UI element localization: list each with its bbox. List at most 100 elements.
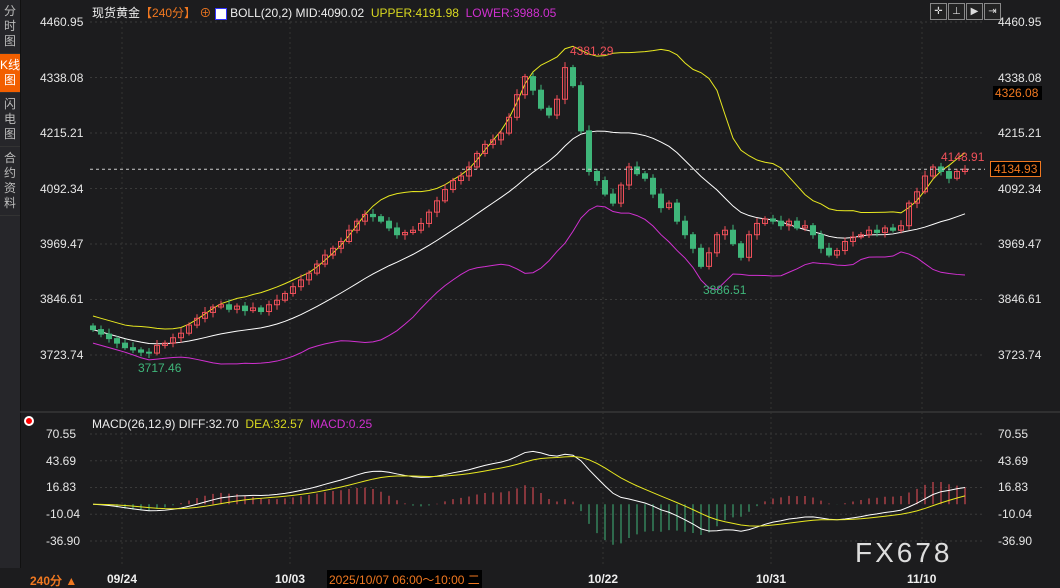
date-tick: 10/03 [275, 572, 306, 586]
candle-body [882, 227, 888, 233]
price-tick-right: 4215.21 [998, 126, 1042, 140]
candle-body [786, 220, 792, 227]
chart-header: 现货黄金【240分】 ⊕ BOLL(20,2) MID:4090.02 UPPE… [92, 4, 556, 21]
indicator-icon[interactable] [214, 7, 227, 20]
date-tick: 10/22 [588, 572, 619, 586]
candle-body [122, 342, 128, 349]
candle-body [130, 347, 136, 351]
price-tick-left: 3723.74 [40, 348, 84, 362]
candle-body [506, 116, 512, 134]
candle-body [410, 229, 416, 233]
candle-body [138, 349, 144, 353]
candle-body [842, 241, 848, 252]
macd-tick-right: -36.90 [998, 534, 1033, 548]
sidebar-item-kline[interactable]: K线图 [0, 54, 20, 93]
sidebar-item-timeshare[interactable]: 分时图 [0, 0, 20, 54]
candle-body [226, 304, 232, 310]
candle-body [866, 229, 872, 236]
candle-body [946, 170, 952, 179]
candle-body [178, 332, 184, 339]
candle-body [530, 76, 536, 91]
candle-body [690, 234, 696, 249]
macd-tick-left: 16.83 [46, 480, 77, 495]
sidebar-item-flash[interactable]: 闪电图 [0, 93, 20, 147]
macd-dea: DEA:32.57 [245, 417, 304, 431]
jump-end-button[interactable]: ⇥ [984, 3, 1001, 20]
record-icon[interactable] [24, 416, 34, 426]
candle-body [498, 132, 504, 141]
price-tick-left: 4460.95 [40, 15, 84, 29]
candle-body [114, 338, 120, 344]
candle-body [186, 324, 192, 334]
candle-body [434, 200, 440, 213]
price-tick-left: 4215.21 [40, 126, 84, 140]
candle-body [562, 67, 568, 100]
candle-body [314, 263, 320, 274]
candle-body [394, 227, 400, 236]
recent-high-annotation: 4148.91 [941, 150, 985, 164]
candle-body [754, 222, 760, 236]
candle-body [802, 225, 808, 229]
candle-body [746, 234, 752, 258]
marker-price-box: 4326.08 [993, 85, 1043, 100]
price-tick-right: 3723.74 [998, 348, 1042, 362]
macd-tick-left: -36.90 [46, 534, 81, 548]
macd-label[interactable]: MACD(26,12,9) [92, 417, 176, 431]
candle-body [626, 166, 632, 186]
candle-body [778, 220, 784, 227]
macd-tick-left: 43.69 [46, 453, 77, 468]
price-tick-right: 4460.95 [998, 15, 1042, 29]
candle-body [338, 241, 344, 249]
candle-body [706, 252, 712, 267]
macd-tick-right: 16.83 [998, 480, 1029, 495]
macd-diff-line [92, 450, 966, 532]
candle-body [306, 272, 312, 281]
candle-body [890, 227, 896, 231]
candle-body [362, 213, 368, 222]
symbol-name: 现货黄金 [92, 6, 141, 20]
candle-body [490, 139, 496, 145]
candle-body [290, 286, 296, 294]
candle-body [298, 279, 304, 288]
candle-body [538, 89, 544, 109]
price-tick-right: 3969.47 [998, 237, 1042, 251]
candle-body [682, 220, 688, 236]
candle-body [906, 202, 912, 227]
low-annotation: 3886.51 [703, 283, 747, 297]
boll-upper-line [92, 45, 966, 330]
add-icon[interactable]: ⊕ [199, 6, 212, 20]
sidebar-item-contract[interactable]: 合约资料 [0, 147, 20, 216]
zoom-range-button[interactable]: ⊥ [948, 3, 965, 20]
sidebar: 分时图 K线图 闪电图 合约资料 [0, 0, 21, 568]
candle-body [858, 234, 864, 238]
price-tick-right: 3846.61 [998, 292, 1042, 307]
boll-label[interactable]: BOLL(20,2) [230, 6, 293, 20]
candle-body [234, 305, 240, 310]
macd-tick-right: 43.69 [998, 453, 1029, 468]
candle-body [850, 236, 856, 243]
candle-body [674, 202, 680, 222]
candle-body [378, 216, 384, 222]
candle-body [618, 184, 624, 204]
play-button[interactable]: ▶ [966, 3, 983, 20]
candle-body [418, 222, 424, 231]
candle-body [146, 351, 152, 354]
candle-body [642, 173, 648, 179]
macd-value: MACD:0.25 [310, 417, 373, 431]
candle-body [954, 170, 960, 179]
candle-body [98, 329, 104, 335]
crosshair-button[interactable]: ✛ [930, 3, 947, 20]
boll-lower-line [92, 205, 966, 365]
first-low-annotation: 3717.46 [138, 361, 182, 375]
candle-body [242, 305, 248, 312]
period-label[interactable]: 【240分】 [140, 6, 197, 20]
candle-body [250, 307, 256, 312]
candle-body [450, 180, 456, 191]
candle-body [586, 130, 592, 172]
candle-body [810, 225, 816, 236]
candle-body [730, 229, 736, 245]
candle-body [514, 94, 520, 118]
watermark: FX678 [855, 537, 953, 568]
period-toggle[interactable]: 240分 ▲ [30, 574, 78, 588]
